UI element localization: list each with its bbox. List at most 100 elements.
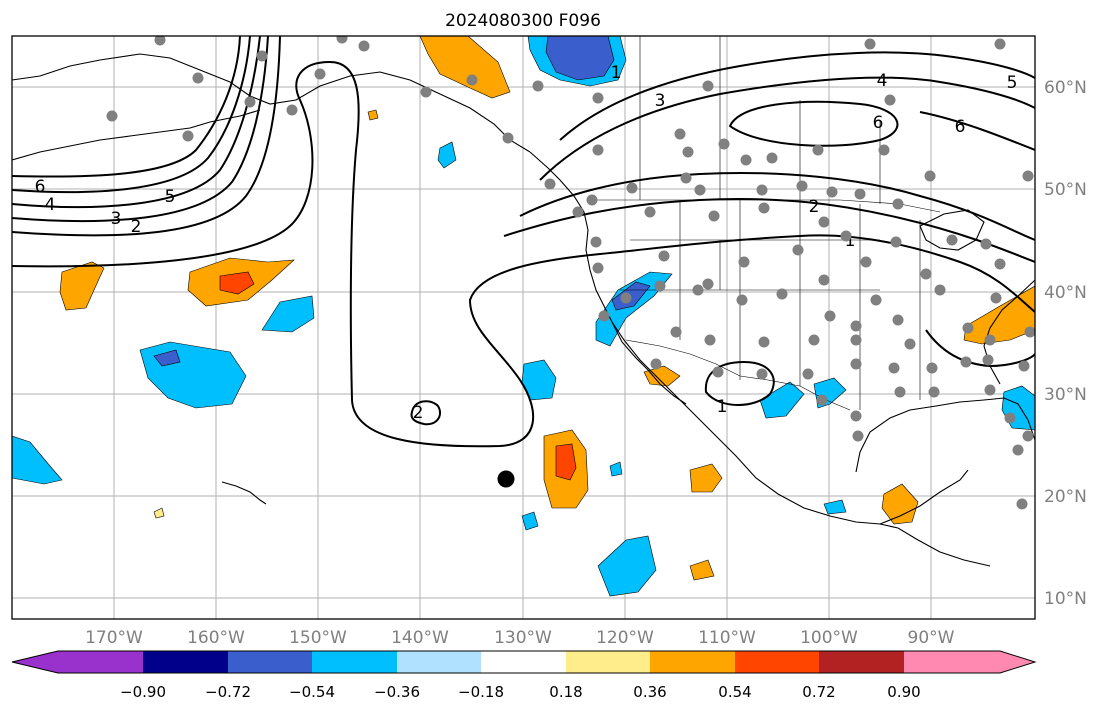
colorbar-cell	[12, 651, 143, 673]
lon-label: 150°W	[289, 628, 347, 648]
contour-label: 2	[131, 217, 142, 237]
colorbar-cell	[143, 651, 228, 673]
colorbar-cell	[735, 651, 819, 673]
colorbar-tick: −0.36	[374, 683, 420, 701]
station-markers	[106, 36, 1035, 510]
colorbar-tick: −0.54	[289, 683, 335, 701]
shade-orange-west	[59, 261, 105, 311]
shade-orange-yucatan	[881, 483, 919, 525]
coast-yucatan	[879, 469, 969, 525]
contour-label: 6	[955, 117, 966, 137]
contour-2-low	[410, 400, 442, 426]
colorbar-cell	[312, 651, 397, 673]
contour-6-west	[12, 36, 241, 178]
coast-north-america	[529, 151, 991, 567]
lat-label: 10°N	[1044, 589, 1087, 609]
map-title: 2024080300 F096	[445, 11, 601, 31]
contour-2-west	[12, 36, 281, 237]
contour-4-east	[539, 76, 1035, 181]
colorbar-outline	[11, 650, 1037, 674]
colorbar-tick: −0.18	[458, 683, 504, 701]
lon-label: 90°W	[908, 628, 955, 648]
contour-label: 6	[873, 113, 884, 133]
lat-label: 60°N	[1044, 78, 1087, 98]
shade-blue-small-2	[521, 511, 539, 531]
contour-3-east	[519, 172, 1035, 241]
lon-label: 170°W	[85, 628, 143, 648]
contour-label: 3	[111, 209, 122, 229]
colorbar-tick: −0.90	[120, 683, 166, 701]
lon-label: 130°W	[494, 628, 552, 648]
contour-label: 1	[717, 397, 728, 417]
colorbar-tick: 0.72	[802, 683, 835, 701]
shade-yellow-small	[153, 507, 165, 519]
shade-blue-west	[139, 341, 247, 409]
colorbar-tick: 0.18	[549, 683, 582, 701]
contour-1-main	[12, 60, 1035, 448]
coast-alaska	[12, 53, 531, 153]
lat-label: 30°N	[1044, 385, 1087, 405]
colorbar-tick: 0.54	[718, 683, 751, 701]
shade-orange-mexico-coast	[643, 365, 681, 387]
coast-hawaii	[221, 481, 267, 505]
colorbar-tick-labels: −0.90 −0.72 −0.54 −0.36 −0.18 0.18 0.36 …	[120, 683, 921, 701]
shade-blue-texas	[759, 381, 805, 419]
state-lines	[620, 200, 921, 410]
lat-label: 40°N	[1044, 283, 1087, 303]
shade-orange-north	[419, 36, 511, 99]
colorbar-cell	[481, 651, 566, 673]
shade-blue-pacific-south	[597, 535, 657, 597]
shade-blue-small-4	[823, 499, 847, 515]
shade-darkblue-north	[545, 36, 615, 81]
contour-label: 1	[845, 231, 856, 251]
lon-label: 110°W	[698, 628, 756, 648]
graticule	[12, 36, 1035, 619]
storm-position-marker	[497, 470, 515, 488]
latitude-labels: 60°N 50°N 40°N 30°N 20°N 10°N	[1044, 78, 1087, 609]
contour-label: 4	[45, 195, 56, 215]
coast-baja	[611, 321, 687, 405]
lon-label: 120°W	[596, 628, 654, 648]
shade-orange-small-south	[689, 559, 715, 581]
lat-label: 50°N	[1044, 180, 1087, 200]
colorbar-cells	[12, 651, 1035, 673]
colorbar-tick: 0.90	[887, 683, 920, 701]
coast-gulf	[855, 397, 1035, 473]
contour-southeast	[925, 329, 1035, 368]
colorbar-cell	[566, 651, 650, 673]
contour-label: 2	[809, 197, 820, 217]
colorbar-cell	[819, 651, 904, 673]
colorbar-cell	[397, 651, 481, 673]
shade-blue-islands	[261, 295, 315, 333]
contour-3-west	[12, 36, 269, 223]
shade-red-subtropic	[555, 443, 577, 481]
shade-orange-tiny	[367, 109, 379, 121]
contour-label: 5	[1007, 73, 1018, 93]
contour-2-east	[503, 197, 1035, 263]
colorbar-cell	[904, 651, 1035, 673]
contour-label: 1	[611, 63, 622, 83]
colorbar-cell	[228, 651, 312, 673]
contour-6-east	[919, 111, 1035, 151]
coast-aleutians	[12, 109, 261, 161]
shade-blue-small-1	[437, 141, 457, 169]
shade-orange-carolina	[963, 285, 1035, 345]
contour-label: 2	[413, 403, 424, 423]
shade-darkblue-west	[153, 349, 181, 367]
map-frame	[11, 35, 1036, 620]
contour-label: 6	[35, 177, 46, 197]
contour-5-west	[12, 36, 251, 194]
contour-4-west	[12, 36, 261, 209]
lat-label: 20°N	[1044, 487, 1087, 507]
map-area: 6 4 3 2 5 1 3 4 5 6 6 2 1 1 2	[12, 36, 1035, 619]
colorbar-tick: 0.36	[633, 683, 666, 701]
contour-label: 4	[877, 71, 888, 91]
shade-orange-mexico	[689, 463, 723, 493]
longitude-labels: 170°W 160°W 150°W 140°W 130°W 120°W 110°…	[85, 628, 955, 648]
contour-5-east	[559, 51, 1035, 141]
colorbar: −0.90 −0.72 −0.54 −0.36 −0.18 0.18 0.36 …	[11, 650, 1037, 701]
lon-label: 100°W	[800, 628, 858, 648]
shade-red-central	[219, 271, 255, 295]
contours	[12, 36, 1035, 448]
